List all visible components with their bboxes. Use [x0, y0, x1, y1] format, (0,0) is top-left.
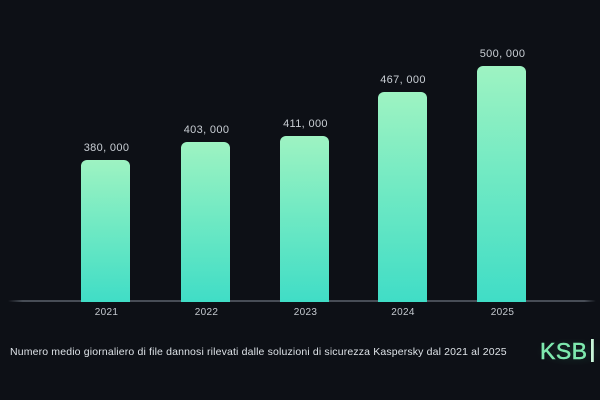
svg-text:KSB: KSB: [540, 338, 588, 364]
